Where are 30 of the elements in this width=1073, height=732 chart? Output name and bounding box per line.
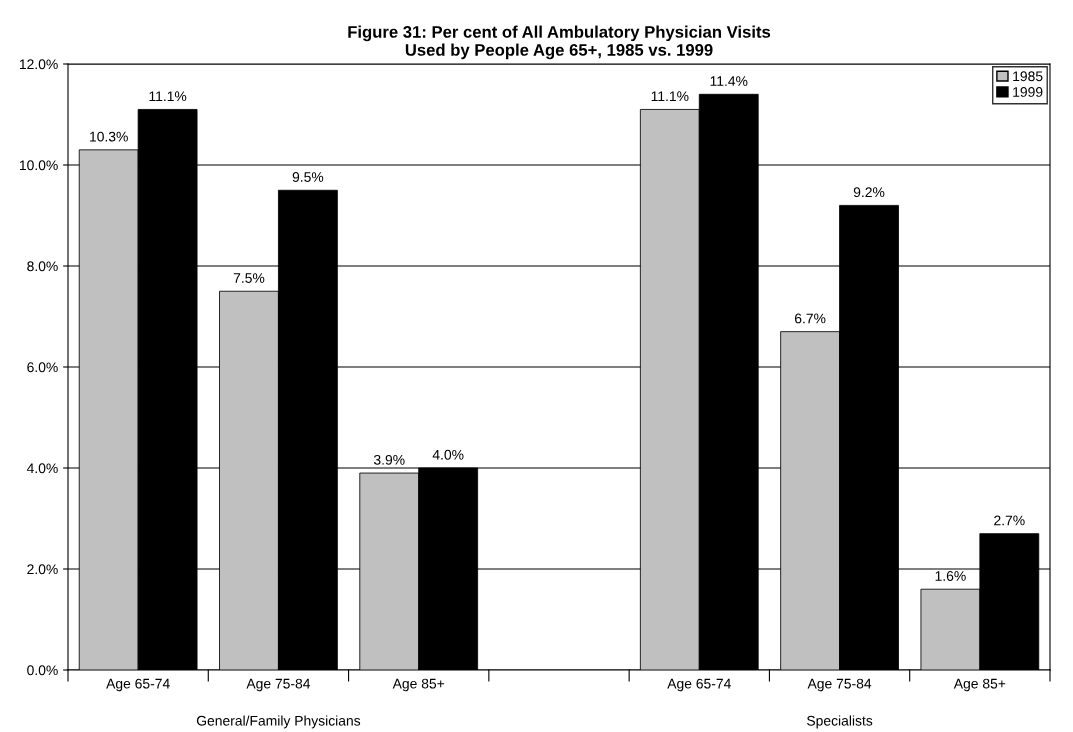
chart-title: Figure 31: Per cent of All Ambulatory Physician Visits Used by People Age 65+, 1985 vs. 1999: [348, 25, 771, 60]
y-tick-label: 6.0%: [27, 362, 58, 373]
data-label: 9.5%: [292, 172, 324, 182]
data-label: 9.2%: [853, 187, 885, 198]
data-label: 7.5%: [233, 273, 265, 283]
legend-label: 1999: [1013, 87, 1043, 97]
data-label: 11.4%: [710, 76, 748, 86]
data-label: 2.7%: [994, 515, 1025, 526]
data-label: 4.0%: [432, 449, 464, 460]
x-tick-label: Age 85+: [392, 678, 445, 692]
data-label: 1.6%: [935, 571, 966, 581]
text: Specialists: [807, 715, 873, 729]
x-tick-label: Age 75-84: [807, 678, 872, 692]
data-label: 10.3%: [90, 131, 128, 142]
y-tick-label: 8.0%: [27, 261, 58, 272]
x-tick-label: Age 85+: [953, 678, 1006, 692]
y-tick-label: 12.0%: [19, 59, 58, 70]
legend-label: 1985: [1013, 71, 1043, 82]
data-label: 6.7%: [794, 313, 826, 324]
x-tick-label: Age 65-74: [106, 678, 170, 692]
x-tick-label: Age 65-74: [667, 678, 731, 692]
data-label: 11.1%: [651, 91, 689, 102]
data-label: 11.1%: [149, 91, 187, 102]
y-tick-label: 0.0%: [27, 665, 58, 676]
data-label: 3.9%: [373, 454, 405, 465]
y-tick-label: 10.0%: [19, 160, 58, 171]
y-tick-label: 2.0%: [27, 564, 58, 575]
x-tick-label: Age 75-84: [246, 678, 311, 692]
y-tick-label: 4.0%: [26, 463, 58, 474]
text: General/Family Physicians: [196, 715, 361, 729]
